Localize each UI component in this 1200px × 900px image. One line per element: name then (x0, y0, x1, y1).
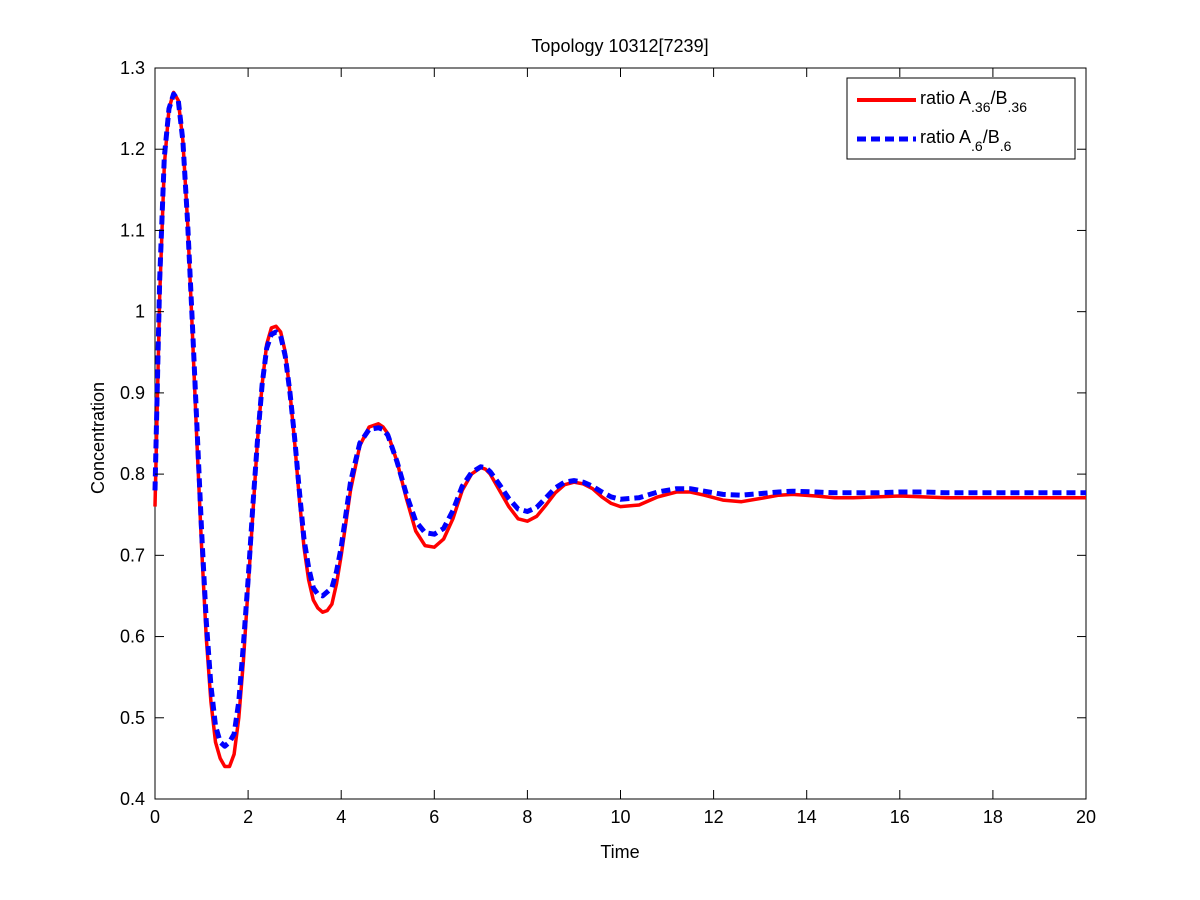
x-tick-label: 16 (890, 807, 910, 827)
plot-area (152, 67, 1087, 800)
y-tick-label: 0.7 (120, 545, 145, 565)
x-tick-label: 2 (243, 807, 253, 827)
series-line-2 (152, 91, 1086, 749)
x-tick-label: 20 (1076, 807, 1096, 827)
x-tick-label: 8 (522, 807, 532, 827)
x-tick-label: 12 (704, 807, 724, 827)
y-tick-label: 0.6 (120, 627, 145, 647)
legend-entry-2: ratio A.6/B.6 (920, 127, 1012, 154)
y-tick-label: 0.8 (120, 464, 145, 484)
y-axis: 0.4 0.5 0.6 0.7 0.8 0.9 1 1.1 1.2 1.3 (120, 58, 1086, 809)
legend-box (846, 77, 1076, 160)
axes-box (154, 67, 1087, 800)
x-tick-label: 10 (610, 807, 630, 827)
x-tick-label: 6 (429, 807, 439, 827)
y-tick-label: 1.3 (120, 58, 145, 78)
y-tick-label: 1.2 (120, 139, 145, 159)
y-tick-label: 0.5 (120, 708, 145, 728)
y-axis-label: Concentration (88, 382, 108, 494)
y-tick-label: 0.4 (120, 789, 145, 809)
x-tick-label: 0 (150, 807, 160, 827)
y-tick-label: 1 (135, 302, 145, 322)
legend-entry-1: ratio A.36/B.36 (920, 88, 1027, 115)
chart-title: Topology 10312[7239] (531, 36, 708, 56)
y-tick-label: 0.9 (120, 383, 145, 403)
x-tick-label: 14 (797, 807, 817, 827)
x-tick-label: 4 (336, 807, 346, 827)
x-axis-label: Time (600, 842, 639, 862)
legend: ratio A.36/B.36 ratio A.6/B.6 (846, 77, 1076, 160)
x-axis: 0 2 4 6 8 10 12 14 16 18 20 (150, 68, 1096, 827)
y-tick-label: 1.1 (120, 220, 145, 240)
x-tick-label: 18 (983, 807, 1003, 827)
